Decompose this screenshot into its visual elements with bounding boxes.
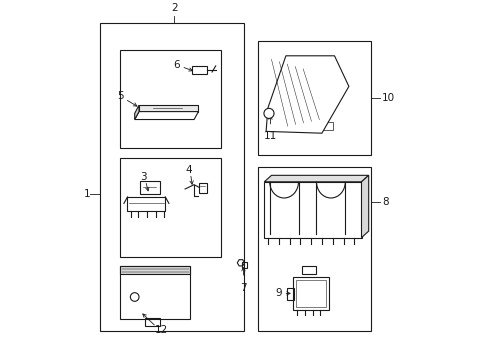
Bar: [295, 280, 325, 307]
Text: 9: 9: [275, 288, 282, 298]
Text: 3: 3: [140, 172, 146, 182]
Bar: [242, 262, 246, 268]
Bar: [257, 41, 370, 155]
Bar: [266, 117, 270, 120]
Bar: [145, 318, 160, 326]
Text: 1: 1: [83, 189, 90, 199]
Bar: [120, 158, 221, 257]
Text: 12: 12: [154, 325, 167, 336]
Polygon shape: [134, 105, 139, 120]
Polygon shape: [139, 105, 198, 112]
Bar: [140, 181, 160, 194]
Text: 11: 11: [263, 131, 277, 141]
Circle shape: [130, 293, 139, 301]
Text: 8: 8: [381, 197, 388, 207]
Circle shape: [264, 108, 273, 118]
Text: 10: 10: [381, 93, 394, 103]
Bar: [199, 183, 206, 193]
Text: 4: 4: [185, 165, 192, 175]
Polygon shape: [264, 182, 361, 238]
Bar: [321, 122, 332, 130]
Bar: [101, 23, 244, 331]
Bar: [257, 167, 370, 331]
Bar: [120, 50, 221, 148]
Bar: [127, 197, 165, 211]
Bar: [286, 288, 293, 300]
Bar: [292, 277, 328, 310]
Text: 7: 7: [240, 283, 246, 293]
Bar: [120, 266, 190, 319]
Bar: [192, 66, 207, 74]
Text: 2: 2: [171, 3, 177, 13]
Polygon shape: [361, 175, 368, 238]
Text: 6: 6: [173, 60, 180, 70]
Polygon shape: [237, 260, 244, 266]
Bar: [302, 266, 315, 274]
Text: 5: 5: [117, 91, 123, 102]
Polygon shape: [264, 175, 368, 182]
Polygon shape: [265, 56, 348, 133]
Bar: [120, 266, 190, 274]
Polygon shape: [134, 112, 198, 120]
